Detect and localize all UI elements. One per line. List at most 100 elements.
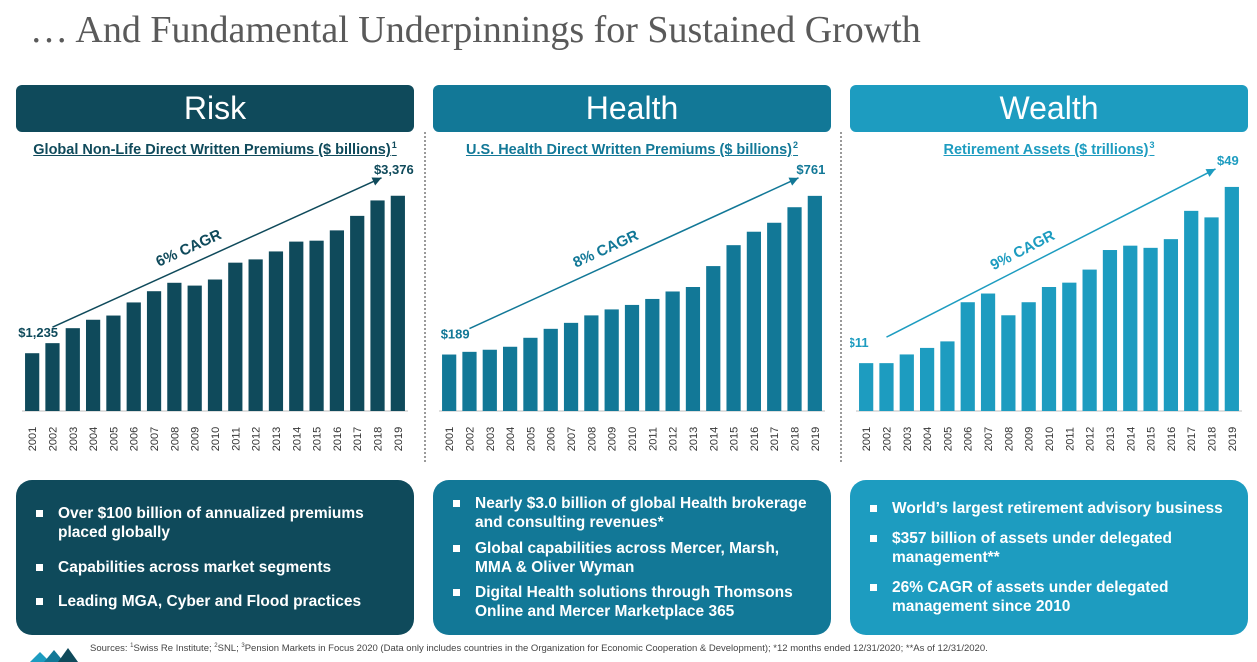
footer-text: Pension Markets in Focus 2020 (Data only… (244, 643, 988, 655)
bullet-icon (36, 509, 43, 517)
bar (1062, 282, 1077, 411)
x-tick-label: 2002 (47, 427, 59, 451)
page-title: … And Fundamental Underpinnings for Sust… (30, 9, 921, 51)
bar (645, 298, 660, 411)
wealth-bullet: 26% CAGR of assets under delegated manag… (870, 578, 1234, 616)
bar (523, 337, 538, 411)
bar (482, 349, 497, 411)
footer-prefix: Sources: (90, 643, 131, 655)
x-tick-label: 2004 (88, 427, 100, 451)
bar (604, 309, 619, 411)
bar (859, 363, 874, 411)
cagr-arrow-line (52, 177, 382, 328)
bar (85, 319, 101, 411)
bullet-text: Capabilities across market segments (58, 558, 332, 576)
cagr-label: 6% CAGR (153, 226, 224, 271)
bullet-icon (453, 588, 460, 596)
x-tick-label: 2017 (1186, 427, 1198, 451)
x-tick-label: 2007 (566, 427, 578, 451)
x-tick-label: 2018 (1207, 427, 1219, 451)
cagr-arrow-line (886, 168, 1216, 338)
arrow-head-icon (371, 177, 382, 186)
bar (1224, 186, 1239, 411)
bar (787, 207, 802, 411)
x-tick-label: 2006 (963, 427, 975, 451)
x-tick-label: 2008 (586, 427, 598, 451)
risk-subtitle-text: Global Non-Life Direct Written Premiums … (33, 141, 391, 158)
x-tick-label: 2019 (810, 427, 822, 451)
bar (919, 347, 935, 411)
bar (563, 322, 579, 411)
x-tick-label: 2001 (27, 427, 39, 451)
bullet-icon (870, 505, 877, 512)
bar (25, 353, 40, 411)
health-bar-chart: 2001 2002 2003 2004 2005 2006 2007 2008 2009 2010… (439, 162, 825, 451)
x-tick-label: 2012 (668, 427, 680, 451)
bar (126, 302, 141, 411)
x-tick-label: 2004 (922, 427, 934, 451)
wealth-bar-chart: 2001 2002 2003 2004 2005 2006 2007 2008 2009 2010… (850, 153, 1242, 451)
risk-bullets: Over $100 billion of annualized premiums… (16, 480, 414, 635)
health-header: Health (433, 85, 831, 132)
bar (442, 354, 457, 411)
bar (1102, 250, 1118, 411)
bar (1082, 269, 1097, 411)
bullet-icon (870, 584, 877, 591)
bar (268, 251, 284, 411)
x-tick-label: 2018 (790, 427, 802, 451)
bar (543, 328, 558, 411)
bar (706, 266, 721, 411)
bar (370, 200, 385, 411)
bar (248, 259, 263, 411)
x-tick-label: 2015 (1146, 427, 1158, 451)
bar (1163, 239, 1179, 411)
x-tick-label: 2005 (108, 427, 120, 451)
x-tick-label: 2002 (464, 427, 476, 451)
x-tick-label: 2004 (505, 427, 517, 451)
bullet-icon (36, 563, 43, 571)
x-tick-label: 2013 (688, 427, 700, 451)
bar (65, 328, 80, 411)
x-tick-label: 2019 (393, 427, 405, 451)
bar (767, 222, 782, 411)
bullet-text: Digital Health solutions through Thomson… (475, 583, 793, 620)
bar (746, 231, 762, 411)
wealth-panel: Wealth Retirement Assets ($ trillions)3 … (850, 85, 1248, 635)
wealth-subtitle-text: Retirement Assets ($ trillions) (943, 141, 1149, 158)
bar (624, 304, 640, 411)
bar (1001, 315, 1016, 411)
bar (940, 341, 955, 411)
x-tick-label: 2009 (190, 427, 202, 451)
divider (424, 132, 426, 462)
bullet-text: 26% CAGR of assets under delegated manag… (892, 579, 1169, 615)
bar (1041, 287, 1057, 411)
bar (289, 241, 304, 411)
wealth-header: Wealth (850, 85, 1248, 132)
risk-bullet: Capabilities across market segments (36, 558, 400, 577)
wealth-bullets: World’s largest retirement advisory busi… (850, 480, 1248, 635)
bar (146, 291, 162, 411)
x-tick-label: 2003 (68, 427, 80, 451)
sources-footer: Sources: 1Swiss Re Institute; 2SNL; 3Pen… (90, 643, 988, 654)
cagr-label: 8% CAGR (570, 227, 641, 272)
footer-sup: 1 (130, 643, 134, 649)
bar (980, 293, 996, 411)
bar (879, 363, 894, 411)
bar (462, 351, 477, 411)
x-tick-label: 2010 (627, 427, 639, 451)
bullet-text: $357 billion of assets under delegated m… (892, 530, 1172, 566)
x-tick-label: 2003 (902, 427, 914, 451)
x-tick-label: 2008 (1003, 427, 1015, 451)
bar (228, 262, 243, 411)
risk-bar-chart: 2001 2002 2003 2004 2005 2006 2007 2008 2009 2010… (18, 162, 413, 451)
bar (350, 215, 365, 411)
bar (502, 346, 518, 411)
bar (1204, 217, 1219, 411)
bar (807, 195, 822, 411)
wealth-bullet: World’s largest retirement advisory busi… (870, 499, 1234, 518)
bar (726, 245, 741, 411)
x-tick-label: 2005 (942, 427, 954, 451)
wealth-bullet: $357 billion of assets under delegated m… (870, 529, 1234, 567)
x-tick-label: 2014 (291, 427, 303, 451)
health-bullet: Global capabilities across Mercer, Marsh… (453, 539, 817, 577)
